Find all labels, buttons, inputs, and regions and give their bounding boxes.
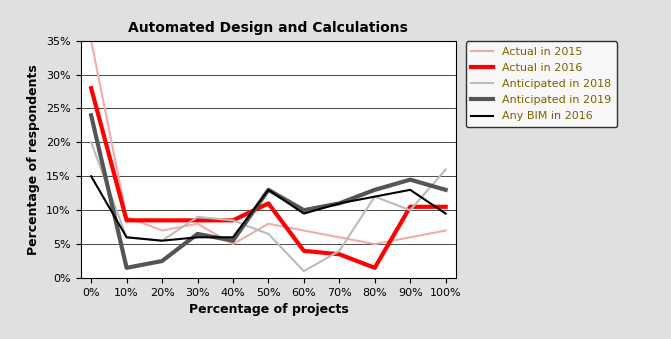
Any BIM in 2016	[442, 212, 450, 216]
Any BIM in 2016	[370, 195, 378, 199]
Anticipated in 2019	[158, 259, 166, 263]
Anticipated in 2018	[158, 239, 166, 243]
Legend: Actual in 2015, Actual in 2016, Anticipated in 2018, Anticipated in 2019, Any BI: Actual in 2015, Actual in 2016, Anticipa…	[466, 41, 617, 127]
Any BIM in 2016	[229, 235, 237, 239]
Any BIM in 2016	[336, 201, 344, 205]
Actual in 2015	[229, 242, 237, 246]
Actual in 2016	[370, 266, 378, 270]
Actual in 2015	[300, 228, 308, 233]
Actual in 2015	[442, 228, 450, 233]
Title: Automated Design and Calculations: Automated Design and Calculations	[128, 21, 409, 35]
X-axis label: Percentage of projects: Percentage of projects	[189, 303, 348, 316]
Anticipated in 2019	[229, 239, 237, 243]
Y-axis label: Percentage of respondents: Percentage of respondents	[28, 64, 40, 255]
Anticipated in 2019	[87, 113, 95, 117]
Anticipated in 2018	[264, 232, 272, 236]
Anticipated in 2019	[193, 232, 201, 236]
Any BIM in 2016	[158, 239, 166, 243]
Anticipated in 2018	[370, 195, 378, 199]
Any BIM in 2016	[406, 188, 414, 192]
Actual in 2015	[87, 39, 95, 43]
Anticipated in 2018	[442, 167, 450, 172]
Anticipated in 2019	[264, 188, 272, 192]
Anticipated in 2018	[123, 235, 131, 239]
Anticipated in 2019	[123, 266, 131, 270]
Actual in 2015	[336, 235, 344, 239]
Any BIM in 2016	[87, 174, 95, 178]
Actual in 2016	[406, 205, 414, 209]
Anticipated in 2019	[406, 178, 414, 182]
Actual in 2016	[442, 205, 450, 209]
Anticipated in 2019	[442, 188, 450, 192]
Any BIM in 2016	[264, 188, 272, 192]
Actual in 2016	[158, 218, 166, 222]
Anticipated in 2018	[229, 218, 237, 222]
Actual in 2015	[123, 215, 131, 219]
Anticipated in 2018	[300, 269, 308, 273]
Line: Anticipated in 2018: Anticipated in 2018	[91, 142, 446, 271]
Any BIM in 2016	[193, 235, 201, 239]
Actual in 2016	[336, 252, 344, 256]
Actual in 2015	[370, 242, 378, 246]
Line: Anticipated in 2019: Anticipated in 2019	[91, 115, 446, 268]
Actual in 2015	[264, 222, 272, 226]
Actual in 2016	[264, 201, 272, 205]
Line: Any BIM in 2016: Any BIM in 2016	[91, 176, 446, 241]
Anticipated in 2019	[370, 188, 378, 192]
Actual in 2016	[123, 218, 131, 222]
Anticipated in 2019	[336, 201, 344, 205]
Anticipated in 2018	[193, 215, 201, 219]
Anticipated in 2018	[87, 140, 95, 144]
Any BIM in 2016	[123, 235, 131, 239]
Anticipated in 2018	[336, 249, 344, 253]
Anticipated in 2019	[300, 208, 308, 212]
Actual in 2015	[406, 235, 414, 239]
Anticipated in 2018	[406, 208, 414, 212]
Actual in 2016	[87, 86, 95, 90]
Actual in 2015	[158, 228, 166, 233]
Any BIM in 2016	[300, 212, 308, 216]
Line: Actual in 2016: Actual in 2016	[91, 88, 446, 268]
Actual in 2015	[193, 222, 201, 226]
Actual in 2016	[300, 249, 308, 253]
Line: Actual in 2015: Actual in 2015	[91, 41, 446, 244]
Actual in 2016	[193, 218, 201, 222]
Actual in 2016	[229, 218, 237, 222]
